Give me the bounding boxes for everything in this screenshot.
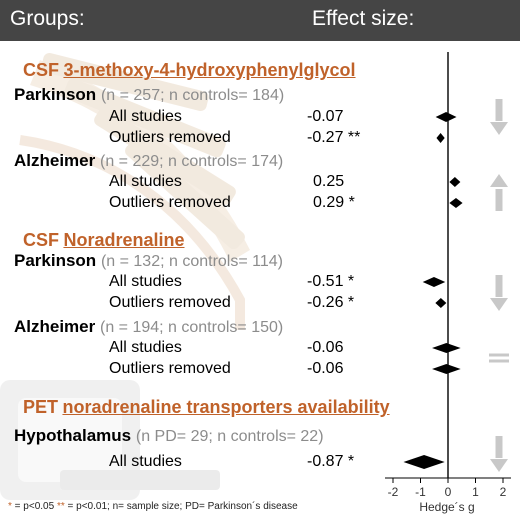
row-label: All studies bbox=[109, 173, 182, 190]
link-noradrenaline-transporters[interactable]: noradrenaline transporters availability bbox=[62, 397, 390, 417]
group-meta: (n PD= 29; n controls= 22) bbox=[135, 428, 324, 445]
row-label: All studies bbox=[109, 273, 182, 290]
effect-diamond bbox=[436, 133, 445, 143]
group-heading: Parkinson (n = 132; n controls= 114) bbox=[14, 252, 283, 270]
effect-diamond bbox=[449, 177, 461, 187]
arrow-down-icon bbox=[490, 99, 508, 135]
effect-value: -0.27 ** bbox=[307, 129, 361, 146]
row-label: All studies bbox=[109, 108, 182, 125]
x-tick-label: 0 bbox=[445, 485, 452, 499]
section-title-csf-mhpg: CSF 3-methoxy-4-hydroxyphenylglycol bbox=[23, 60, 356, 80]
link-3-methoxy-4-hydroxyphenylglycol[interactable]: 3-methoxy-4-hydroxyphenylglycol bbox=[63, 60, 356, 80]
link-noradrenaline[interactable]: Noradrenaline bbox=[63, 230, 185, 250]
group-name: Hypothalamus bbox=[14, 426, 132, 445]
header-bar: Groups: Effect size: bbox=[0, 0, 520, 41]
group-name: Alzheimer bbox=[14, 151, 96, 170]
effect-value: 0.25 bbox=[313, 173, 345, 190]
group-meta: (n = 257; n controls= 184) bbox=[100, 87, 285, 104]
effect-diamond bbox=[422, 277, 446, 287]
row-label: Outliers removed bbox=[109, 194, 231, 211]
row-label: Outliers removed bbox=[109, 294, 231, 311]
section-title-csf-noradrenaline: CSF Noradrenaline bbox=[23, 230, 185, 250]
arrow-down-icon bbox=[490, 436, 508, 472]
x-tick-label: 1 bbox=[472, 485, 479, 499]
effect-value: -0.51 * bbox=[307, 273, 355, 290]
group-heading: Parkinson (n = 257; n controls= 184) bbox=[14, 86, 284, 104]
group-heading: Hypothalamus (n PD= 29; n controls= 22) bbox=[14, 427, 324, 445]
effect-value: -0.26 * bbox=[307, 294, 355, 311]
effect-value: -0.07 bbox=[307, 108, 344, 125]
row-label: All studies bbox=[109, 339, 182, 356]
group-meta: (n = 229; n controls= 174) bbox=[99, 153, 284, 170]
groups-heading: Groups: bbox=[10, 7, 85, 30]
effect-value: -0.06 bbox=[307, 339, 344, 356]
footnote: * = p<0.05 ** = p<0.01; n= sample size; … bbox=[8, 501, 298, 512]
effect-value: -0.06 bbox=[307, 360, 344, 377]
effect-diamond bbox=[435, 298, 447, 308]
group-name: Parkinson bbox=[14, 85, 97, 104]
x-axis-label: Hedge´s g bbox=[419, 500, 474, 514]
row-label: Outliers removed bbox=[109, 129, 231, 146]
effect-diamond bbox=[403, 455, 445, 469]
group-name: Alzheimer bbox=[14, 317, 96, 336]
effect-diamond bbox=[432, 343, 461, 353]
x-tick-label: -1 bbox=[415, 485, 426, 499]
effect-diamond bbox=[432, 364, 461, 374]
effect-value: -0.87 * bbox=[307, 453, 355, 470]
group-heading: Alzheimer (n = 229; n controls= 174) bbox=[14, 152, 283, 170]
group-name: Parkinson bbox=[14, 251, 97, 270]
section-title-pet-net: PET noradrenaline transporters availabil… bbox=[23, 397, 390, 417]
background-illustration bbox=[0, 53, 250, 500]
row-label: All studies bbox=[109, 453, 182, 470]
arrow-up-icon bbox=[490, 174, 508, 211]
group-heading: Alzheimer (n = 194; n controls= 150) bbox=[14, 318, 283, 336]
effect-value: 0.29 * bbox=[313, 194, 355, 211]
arrow-down-icon bbox=[490, 275, 508, 311]
group-meta: (n = 194; n controls= 150) bbox=[99, 319, 284, 336]
effect-diamond bbox=[435, 112, 457, 122]
group-meta: (n = 132; n controls= 114) bbox=[100, 253, 283, 270]
effect-diamond bbox=[449, 198, 463, 208]
row-label: Outliers removed bbox=[109, 360, 231, 377]
equal-sign-icon bbox=[489, 353, 509, 363]
x-tick-label: 2 bbox=[500, 485, 507, 499]
effect-size-heading: Effect size: bbox=[312, 7, 415, 30]
